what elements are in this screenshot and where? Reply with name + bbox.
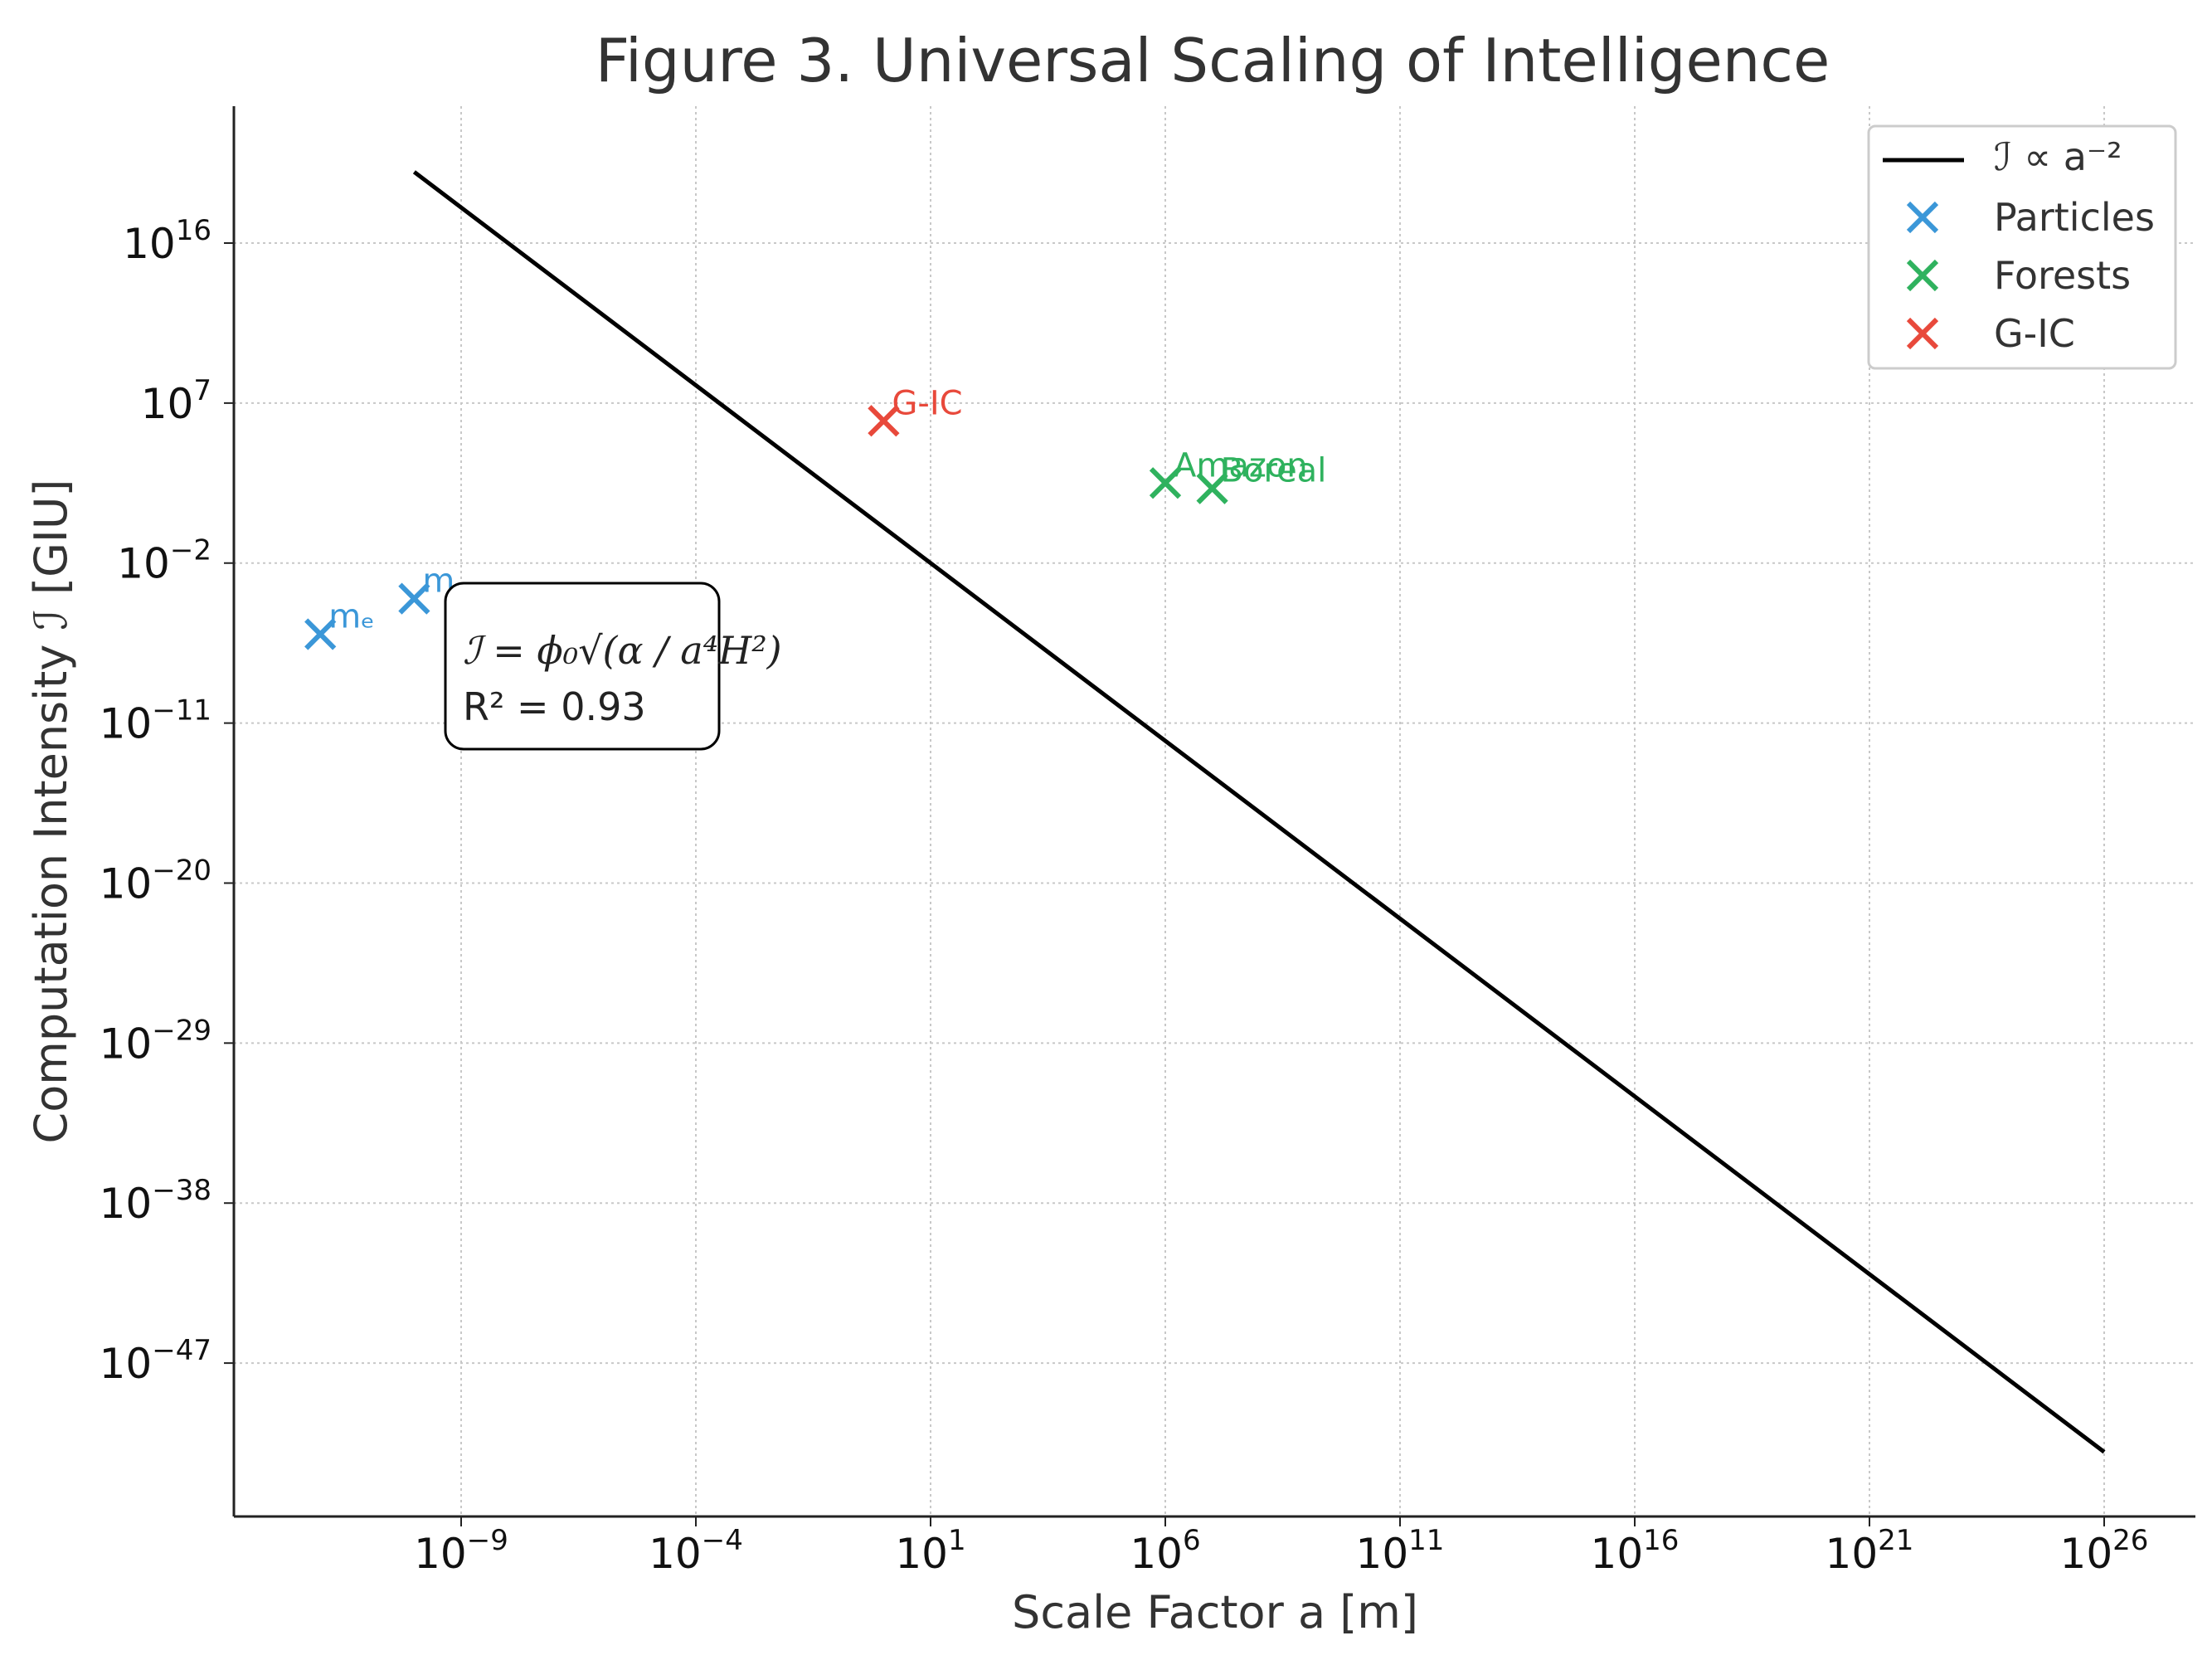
- y-tick-label: 107: [141, 374, 211, 428]
- formula-text: ℐ = ϕ₀√(α / a⁴H²): [463, 628, 782, 673]
- x-tick-label: 1011: [1356, 1524, 1445, 1578]
- x-tick-label-base: 10: [1591, 1530, 1644, 1578]
- data-point-label: G-IC: [892, 384, 962, 422]
- y-tick-label: 10−47: [100, 1334, 211, 1388]
- y-tick-label-exponent: −38: [152, 1174, 211, 1207]
- chart-title: Figure 3. Universal Scaling of Intellige…: [596, 26, 1830, 95]
- x-tick-label-exponent: 11: [1408, 1524, 1444, 1557]
- legend: ℐ ∝ a⁻² Particles Forests G-IC: [1867, 124, 2177, 370]
- x-tick-label-base: 10: [1356, 1530, 1409, 1578]
- legend-marker: [1906, 201, 1939, 234]
- x-tick-label-base: 10: [1826, 1530, 1879, 1578]
- data-point-marker: [1149, 467, 1182, 499]
- legend-label: ℐ ∝ a⁻²: [1994, 134, 2122, 179]
- x-axis-label: Scale Factor a [m]: [1012, 1586, 1418, 1638]
- y-tick-label-exponent: −47: [152, 1334, 211, 1367]
- y-tick-label-exponent: −29: [152, 1014, 211, 1047]
- x-tick-label-exponent: 26: [2112, 1524, 2148, 1557]
- x-tick-label-exponent: 6: [1183, 1524, 1201, 1557]
- legend-marker-stroke-b: [1906, 317, 1939, 350]
- axes: [232, 106, 2195, 1518]
- legend-label: G-IC: [1994, 311, 2075, 356]
- y-tick-label-exponent: 7: [193, 374, 211, 407]
- data-point-marker-stroke-b: [304, 618, 337, 650]
- y-tick-label: 10−38: [100, 1174, 211, 1228]
- x-tick-label: 10−4: [649, 1524, 743, 1578]
- y-tick-label: 1016: [123, 214, 211, 268]
- x-tick-label: 101: [895, 1524, 965, 1578]
- x-tick-label-exponent: 21: [1878, 1524, 1913, 1557]
- fit-line-group: [412, 170, 2106, 1454]
- legend-frame: [1867, 124, 2177, 370]
- fit-line: [412, 170, 2106, 1454]
- data-point-marker-stroke-b: [1196, 472, 1228, 504]
- y-tick-label-base: 10: [100, 1180, 153, 1228]
- legend-label: Forests: [1994, 253, 2131, 298]
- y-tick-label-exponent: −2: [170, 534, 211, 567]
- x-tick-label-exponent: 16: [1643, 1524, 1679, 1557]
- data-point-label: mₑ: [328, 597, 375, 635]
- y-tick-label-base: 10: [141, 380, 194, 428]
- y-tick-label: 10−11: [100, 694, 211, 748]
- data-point-marker: [868, 405, 900, 437]
- x-tick-label-base: 10: [649, 1530, 702, 1578]
- data-point-marker-stroke-b: [868, 405, 900, 437]
- y-tick-label-base: 10: [100, 859, 153, 908]
- data-point-marker: [1196, 472, 1228, 504]
- x-tick-label: 1021: [1826, 1524, 1914, 1578]
- y-tick-label: 10−20: [100, 854, 211, 908]
- legend-marker: [1906, 259, 1939, 292]
- x-tick-label-exponent: −4: [702, 1524, 743, 1557]
- y-tick-label-exponent: −20: [152, 854, 211, 887]
- y-axis-label: Computation Intensity ℐ [GIU]: [25, 480, 77, 1144]
- y-tick-label-exponent: 16: [176, 214, 211, 247]
- x-tick-label-base: 10: [414, 1530, 467, 1578]
- y-tick-label-base: 10: [117, 540, 170, 588]
- data-point-marker: [398, 582, 430, 615]
- x-tick-label-base: 10: [1130, 1530, 1183, 1578]
- x-tick-label-base: 10: [2060, 1530, 2113, 1578]
- x-tick-label: 106: [1130, 1524, 1200, 1578]
- legend-label: Particles: [1994, 195, 2155, 240]
- x-tick-label-exponent: 1: [948, 1524, 966, 1557]
- data-point-marker-stroke-b: [398, 582, 430, 615]
- y-tick-label-base: 10: [100, 1340, 153, 1388]
- data-point-label: Boreal: [1221, 452, 1327, 490]
- legend-marker: [1906, 317, 1939, 350]
- y-tick-label-base: 10: [100, 1020, 153, 1068]
- y-tick-label-exponent: −11: [152, 694, 211, 728]
- formula-box: ℐ = ϕ₀√(α / a⁴H²) R² = 0.93: [444, 582, 782, 751]
- legend-marker-stroke-b: [1906, 259, 1939, 292]
- legend-marker-stroke-b: [1906, 201, 1939, 234]
- data-point-label: Amazon: [1174, 446, 1308, 484]
- x-tick-label-exponent: −9: [467, 1524, 508, 1557]
- x-tick-label: 1026: [2060, 1524, 2149, 1578]
- x-tick-label-base: 10: [895, 1530, 948, 1578]
- r-squared-text: R² = 0.93: [463, 684, 646, 729]
- x-tick-label: 10−9: [414, 1524, 508, 1578]
- y-tick-label-base: 10: [123, 220, 176, 268]
- data-point-marker: [304, 618, 337, 650]
- y-tick-label-base: 10: [100, 700, 153, 748]
- data-point-marker-stroke-b: [1149, 467, 1182, 499]
- y-tick-label: 10−2: [117, 534, 211, 588]
- x-tick-label: 1016: [1591, 1524, 1680, 1578]
- y-tick-label: 10−29: [100, 1014, 211, 1068]
- formula-box-frame: [444, 582, 721, 751]
- x-ticks: 10−9 10−4 101 106 1011 1016 1021 1026: [414, 1516, 2148, 1578]
